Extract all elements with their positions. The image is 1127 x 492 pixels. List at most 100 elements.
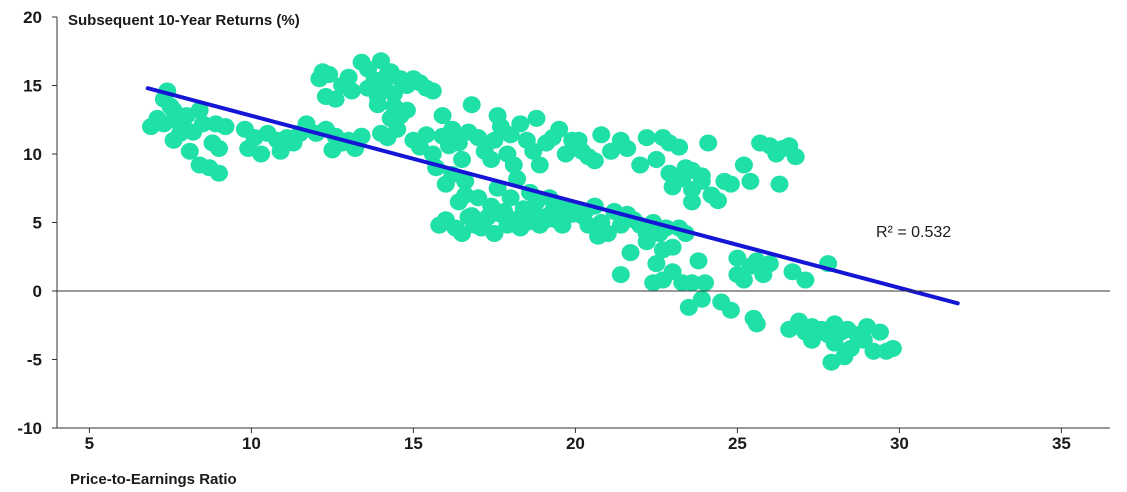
data-point bbox=[271, 142, 290, 160]
data-point bbox=[692, 172, 711, 190]
data-point bbox=[482, 151, 501, 168]
data-point bbox=[339, 68, 358, 86]
x-axis-title: Price-to-Earnings Ratio bbox=[70, 471, 237, 488]
data-point bbox=[550, 120, 569, 138]
data-point bbox=[786, 148, 805, 166]
data-point bbox=[524, 142, 543, 160]
x-tick-label: 10 bbox=[242, 434, 261, 453]
data-point bbox=[433, 107, 452, 125]
data-points bbox=[142, 52, 902, 371]
data-point bbox=[679, 298, 698, 316]
y-tick-label: 10 bbox=[23, 145, 42, 164]
data-point bbox=[462, 96, 481, 114]
data-point bbox=[741, 172, 760, 190]
data-point bbox=[216, 118, 235, 136]
data-point bbox=[326, 90, 345, 108]
data-point bbox=[530, 156, 549, 174]
trendline-layer bbox=[145, 86, 960, 306]
data-point bbox=[653, 241, 672, 259]
data-point bbox=[359, 79, 377, 97]
data-point bbox=[770, 175, 789, 193]
data-point bbox=[670, 138, 689, 156]
data-point bbox=[747, 315, 766, 333]
data-point bbox=[783, 263, 802, 281]
data-point bbox=[453, 151, 471, 168]
data-point bbox=[368, 96, 387, 114]
data-point bbox=[556, 145, 575, 163]
data-point bbox=[760, 255, 779, 273]
data-point bbox=[443, 120, 462, 138]
data-point bbox=[342, 82, 361, 100]
data-point bbox=[453, 225, 471, 242]
data-point bbox=[485, 131, 504, 149]
data-point bbox=[210, 140, 228, 157]
data-point bbox=[174, 118, 193, 136]
y-tick-label: -5 bbox=[27, 351, 42, 370]
y-tick-label: 15 bbox=[23, 77, 42, 96]
x-tick-label: 20 bbox=[566, 434, 585, 453]
data-point bbox=[543, 203, 562, 220]
data-point bbox=[485, 225, 504, 242]
r-squared-annotation: R² = 0.532 bbox=[876, 224, 951, 241]
x-tick-label: 5 bbox=[85, 434, 94, 453]
trendline bbox=[145, 86, 960, 306]
y-axis-title: Subsequent 10-Year Returns (%) bbox=[68, 12, 300, 29]
data-point bbox=[647, 255, 666, 273]
data-point bbox=[381, 63, 400, 81]
data-point bbox=[871, 323, 889, 341]
data-point bbox=[864, 342, 883, 360]
data-point bbox=[683, 193, 701, 211]
data-point bbox=[692, 290, 711, 308]
data-point bbox=[592, 126, 611, 144]
x-tick-label: 30 bbox=[890, 434, 909, 453]
data-point bbox=[728, 249, 747, 267]
data-point bbox=[734, 156, 753, 174]
y-tick-label: 20 bbox=[23, 8, 42, 27]
data-point bbox=[631, 156, 650, 174]
data-point bbox=[696, 274, 714, 292]
data-point bbox=[352, 127, 371, 145]
data-point bbox=[618, 140, 637, 157]
data-point bbox=[508, 170, 527, 188]
data-point bbox=[180, 142, 199, 160]
data-point bbox=[511, 115, 530, 133]
data-point bbox=[796, 271, 815, 289]
x-tick-label: 15 bbox=[404, 434, 423, 453]
data-point bbox=[504, 156, 523, 174]
data-point bbox=[721, 175, 740, 193]
data-point bbox=[589, 227, 608, 245]
data-point bbox=[734, 271, 753, 289]
x-tick-label: 35 bbox=[1052, 434, 1071, 453]
data-point bbox=[417, 126, 436, 144]
y-tick-label: 5 bbox=[33, 214, 42, 233]
data-point bbox=[164, 131, 183, 149]
data-point bbox=[637, 129, 656, 147]
data-point bbox=[699, 134, 718, 152]
data-point bbox=[835, 348, 854, 366]
data-point bbox=[320, 66, 339, 83]
data-point bbox=[469, 129, 488, 147]
data-point bbox=[385, 85, 403, 103]
data-point bbox=[647, 151, 666, 168]
data-point bbox=[469, 189, 488, 207]
data-point bbox=[683, 274, 701, 292]
data-point bbox=[621, 244, 640, 262]
x-tick-label: 25 bbox=[728, 434, 747, 453]
data-point bbox=[527, 109, 546, 127]
y-tick-label: -10 bbox=[17, 419, 42, 438]
data-point bbox=[721, 301, 740, 319]
data-point bbox=[397, 101, 416, 119]
data-point bbox=[193, 115, 212, 133]
data-point bbox=[825, 334, 844, 352]
data-point bbox=[883, 340, 902, 357]
data-point bbox=[388, 120, 407, 138]
data-point bbox=[709, 192, 727, 210]
data-point bbox=[611, 266, 630, 284]
data-point bbox=[689, 252, 708, 270]
data-point bbox=[210, 164, 228, 182]
data-point bbox=[637, 233, 656, 251]
data-point bbox=[423, 145, 442, 163]
data-point bbox=[252, 145, 271, 163]
data-point bbox=[423, 82, 442, 100]
